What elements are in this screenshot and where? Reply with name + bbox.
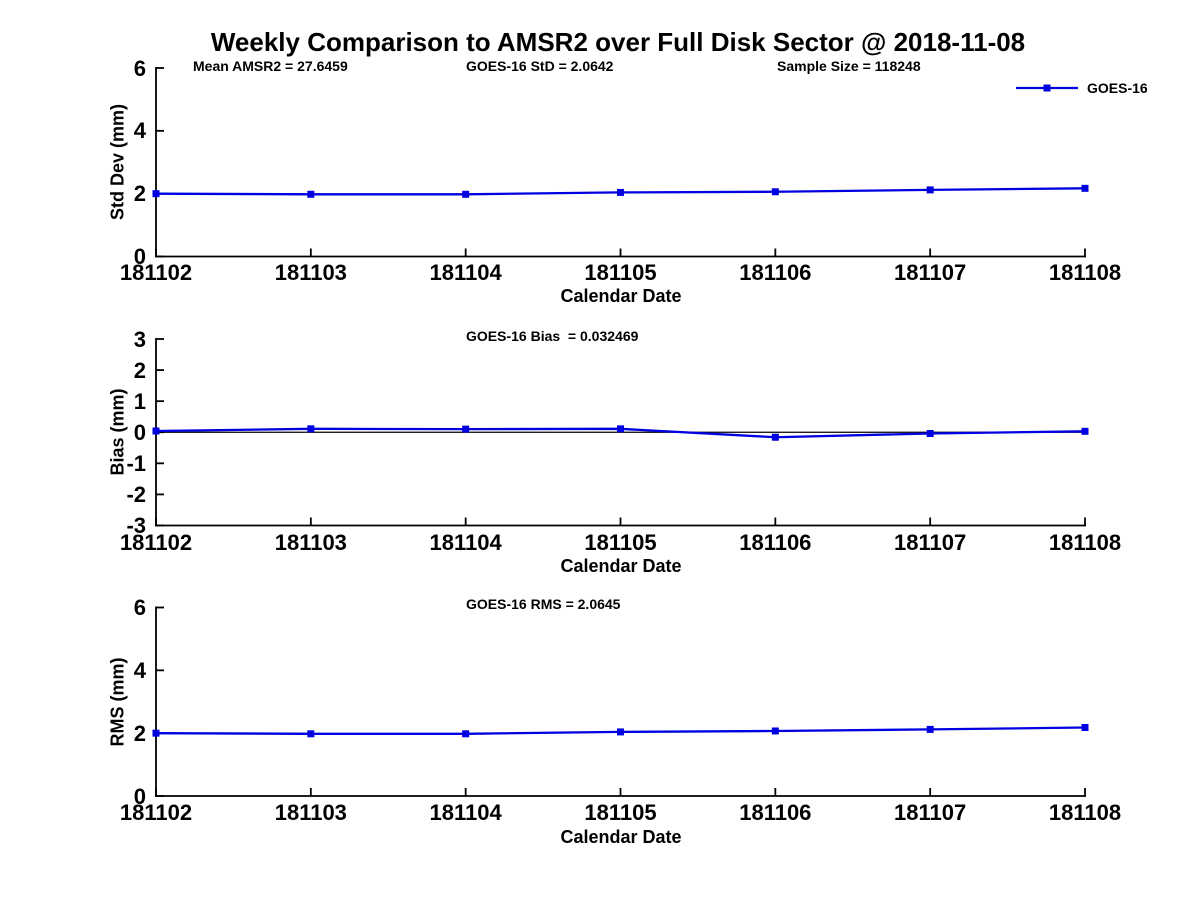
data-point-marker [617, 188, 624, 196]
data-point-marker [1081, 724, 1089, 732]
annotation-sample-size: Sample Size = 118248 [777, 58, 921, 74]
x-tick-label: 181107 [894, 800, 967, 825]
x-tick-label: 181108 [1048, 800, 1122, 825]
x-tick-label: 181102 [119, 530, 193, 555]
legend-label: GOES-16 [1087, 80, 1148, 96]
y-tick-label: 0 [133, 419, 146, 445]
y-tick-label: 3 [133, 326, 146, 352]
data-point-marker [771, 433, 779, 441]
x-axis-label-bottom: Calendar Date [560, 827, 682, 847]
y-tick-label: 4 [133, 657, 146, 683]
y-tick-label: -1 [126, 450, 146, 476]
data-point-marker [771, 188, 779, 196]
data-point-marker [307, 190, 315, 198]
x-tick-label: 181108 [1048, 260, 1122, 285]
y-tick-label: -3 [126, 513, 146, 538]
data-point-marker [462, 190, 470, 198]
x-axis-label-middle: Calendar Date [560, 556, 682, 576]
x-tick-label: 181106 [739, 260, 812, 285]
data-point-marker [307, 425, 315, 433]
x-tick-label: 181106 [739, 800, 812, 825]
x-tick-label: 181107 [894, 260, 967, 285]
y-tick-label: 0 [133, 244, 146, 269]
x-tick-label: 181102 [119, 260, 193, 285]
y-tick-label: 2 [133, 181, 146, 207]
y-tick-label: 2 [133, 720, 146, 746]
x-tick-label: 181104 [429, 530, 502, 555]
data-point-marker [152, 729, 160, 737]
y-tick-label: 4 [133, 118, 146, 144]
annotation-goes16-rms: GOES-16 RMS = 2.0645 [466, 596, 621, 612]
annotation-goes16-std: GOES-16 StD = 2.0642 [466, 58, 614, 74]
y-tick-label: 6 [133, 595, 146, 620]
data-point-marker [1081, 427, 1089, 435]
legend: GOES-16 [1015, 78, 1148, 98]
annotation-mean-amsr2: Mean AMSR2 = 27.6459 [193, 58, 348, 74]
annotation-goes16-bias: GOES-16 Bias = 0.032469 [466, 328, 639, 344]
data-point-marker [307, 730, 315, 738]
y-tick-label: 1 [133, 388, 146, 414]
x-tick-label: 181104 [429, 260, 502, 285]
x-tick-label: 181104 [429, 800, 502, 825]
y-tick-label: 2 [133, 357, 146, 383]
data-point-marker [926, 725, 934, 733]
data-point-marker [926, 186, 934, 194]
figure-title: Weekly Comparison to AMSR2 over Full Dis… [210, 27, 1026, 57]
x-tick-label: 181103 [274, 800, 347, 825]
x-tick-label: 181105 [584, 800, 657, 825]
x-tick-label: 181103 [274, 530, 347, 555]
x-tick-label: 181105 [584, 260, 657, 285]
y-tick-label: 6 [133, 55, 146, 81]
y-tick-label: -2 [126, 481, 146, 507]
x-tick-label: 181105 [584, 530, 657, 555]
data-point-marker [926, 429, 934, 437]
data-point-marker [462, 730, 470, 738]
data-point-marker [152, 427, 160, 435]
x-axis-label-top: Calendar Date [560, 286, 682, 306]
x-tick-label: 181106 [739, 530, 812, 555]
legend-marker-icon [1016, 84, 1078, 92]
data-point-marker [771, 727, 779, 735]
data-point-marker [462, 425, 470, 433]
y-tick-label: 0 [133, 783, 146, 809]
data-point-marker [1081, 184, 1089, 192]
data-point-marker [152, 190, 160, 198]
data-point-marker [617, 728, 624, 736]
x-tick-label: 181108 [1048, 530, 1122, 555]
x-tick-label: 181103 [274, 260, 347, 285]
data-point-marker [617, 425, 624, 433]
x-tick-label: 181102 [119, 800, 193, 825]
x-tick-label: 181107 [894, 530, 967, 555]
